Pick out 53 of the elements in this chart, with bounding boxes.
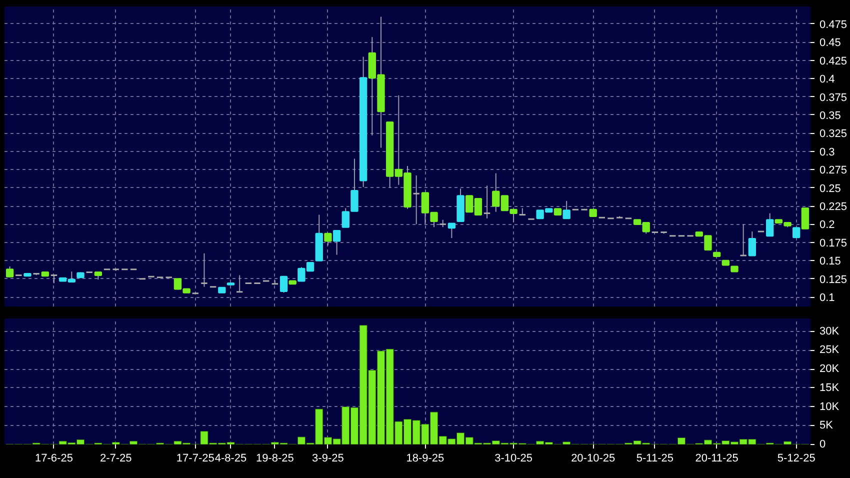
candlestick <box>280 275 288 294</box>
x-tick-label: 3-9-25 <box>312 452 344 464</box>
candlestick <box>792 227 800 238</box>
y-tick-label: 0.15 <box>820 256 841 268</box>
y-tick-label: 0.3 <box>820 146 835 158</box>
y-tick-label: 0.4 <box>820 74 835 86</box>
y-tick-label: 0.175 <box>820 237 848 250</box>
x-tick-label: 17-7-25 <box>176 452 214 464</box>
x-tick-label: 2-7-25 <box>100 452 132 464</box>
x-tick-label: 18-9-25 <box>406 452 444 464</box>
candlestick <box>562 200 570 220</box>
x-tick-label: 3-10-25 <box>494 452 533 464</box>
candlestick <box>342 208 350 228</box>
x-tick-label: 20-10-25 <box>571 452 616 464</box>
y-tick-label: 0.225 <box>820 201 848 214</box>
y-tick-label: 0.1 <box>820 292 835 304</box>
y-tick-label: 0 <box>820 438 826 450</box>
y-tick-label: 0.375 <box>820 92 848 104</box>
x-tick-label: 20-11-25 <box>695 452 738 464</box>
y-tick-label: 0.425 <box>820 55 848 68</box>
y-tick-label: 25K <box>820 344 840 356</box>
y-tick-label: 0.325 <box>820 128 848 140</box>
x-tick-label: 17-6-25 <box>35 452 73 464</box>
candlestick <box>236 274 244 293</box>
candlestick <box>412 174 420 225</box>
candlestick <box>748 231 756 256</box>
candlestick <box>350 158 358 212</box>
y-tick-label: 0.2 <box>820 219 835 232</box>
y-tick-label: 5K <box>820 420 834 432</box>
candlestick <box>766 212 774 237</box>
candlestick <box>332 230 341 256</box>
y-tick-label: 20K <box>820 363 840 376</box>
y-tick-label: 30K <box>820 325 840 338</box>
candlestick <box>324 232 332 246</box>
x-tick-label: 4-8-25 <box>214 452 247 464</box>
candlestick <box>6 266 14 278</box>
y-tick-label: 0.275 <box>820 164 848 177</box>
y-tick-label: 0.35 <box>820 110 841 122</box>
x-tick-label: 5-11-25 <box>636 452 674 464</box>
y-tick-label: 0.125 <box>820 274 848 286</box>
candlestick <box>739 224 748 256</box>
y-tick-label: 0.25 <box>820 182 841 195</box>
y-tick-label: 15K <box>820 382 840 394</box>
y-tick-label: 0.45 <box>820 37 841 50</box>
x-tick-label: 19-8-25 <box>256 452 294 464</box>
candlestick <box>200 252 208 288</box>
candlestick <box>801 206 810 230</box>
x-tick-label: 5-12-25 <box>777 452 816 464</box>
candlestick <box>448 222 456 239</box>
candlestick <box>518 208 526 216</box>
y-tick-label: 0.475 <box>820 18 848 31</box>
candlestick <box>483 185 491 219</box>
y-tick-label: 10K <box>820 400 840 413</box>
